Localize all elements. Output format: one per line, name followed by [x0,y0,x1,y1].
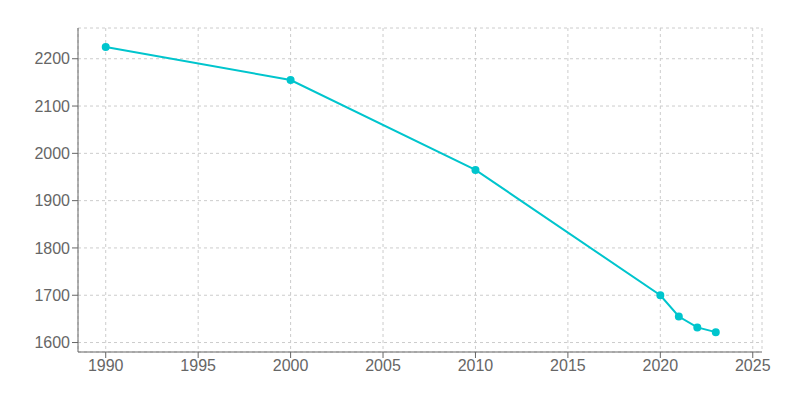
svg-text:2010: 2010 [458,357,494,374]
svg-text:2025: 2025 [735,357,771,374]
svg-text:1600: 1600 [34,334,70,351]
svg-text:2000: 2000 [34,145,70,162]
svg-text:1995: 1995 [180,357,216,374]
svg-text:1800: 1800 [34,240,70,257]
svg-text:2000: 2000 [273,357,309,374]
svg-text:1990: 1990 [88,357,124,374]
svg-text:2015: 2015 [550,357,586,374]
svg-text:1700: 1700 [34,287,70,304]
svg-text:1900: 1900 [34,192,70,209]
svg-text:2100: 2100 [34,98,70,115]
svg-text:2005: 2005 [365,357,401,374]
svg-text:2200: 2200 [34,50,70,67]
svg-text:2020: 2020 [643,357,679,374]
